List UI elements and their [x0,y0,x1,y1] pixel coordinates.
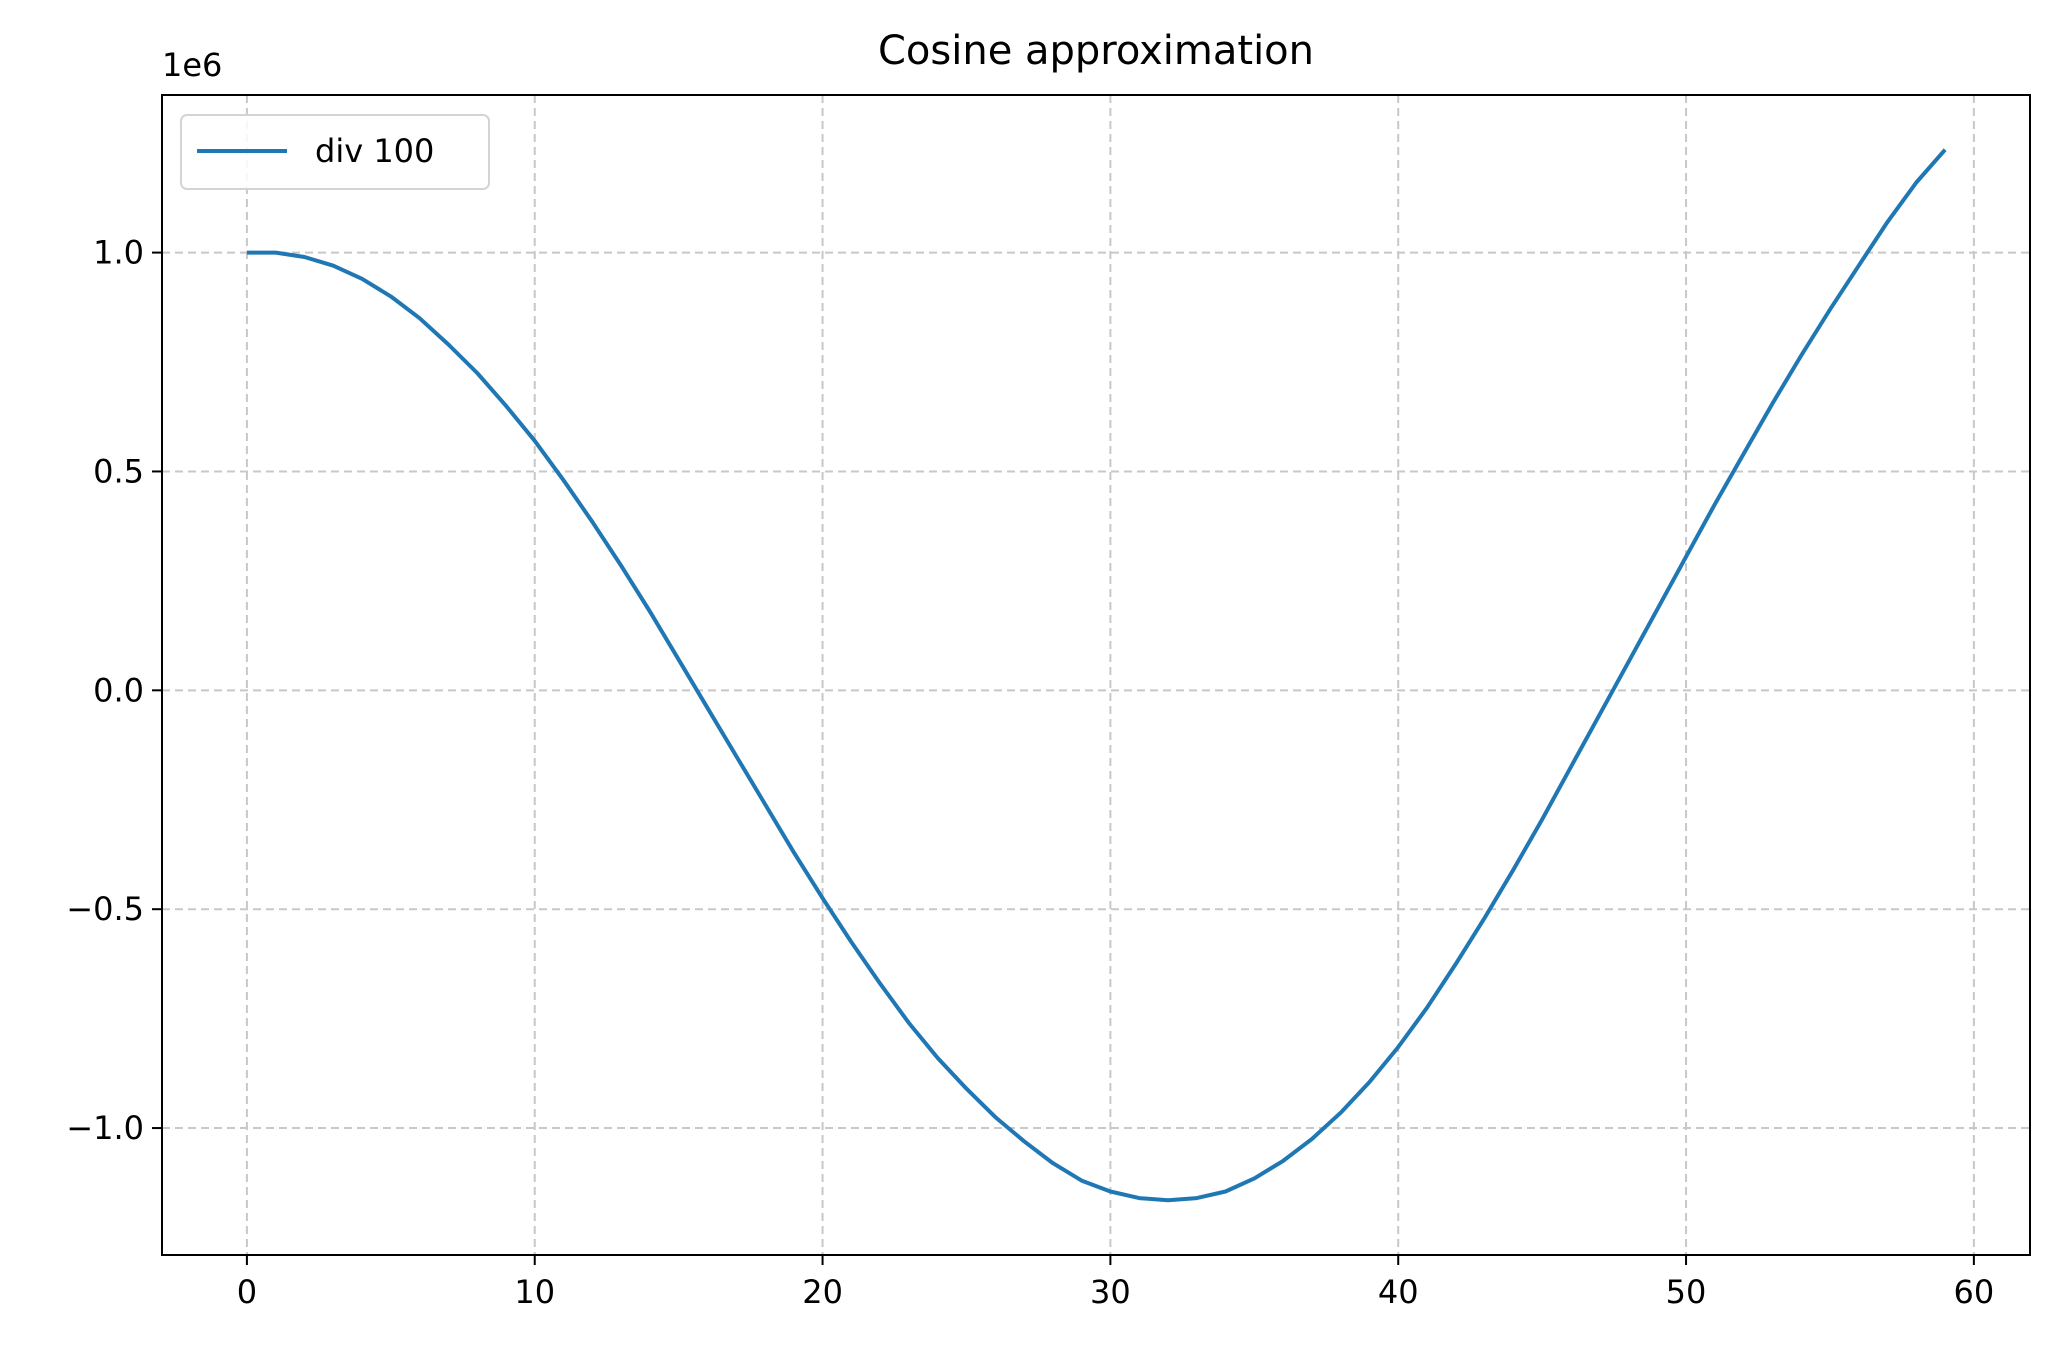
x-tick-label: 20 [802,1273,843,1311]
x-tick-label: 40 [1378,1273,1419,1311]
grid-layer [162,95,2030,1255]
series-line-div-100 [246,148,1947,1203]
chart-title: Cosine approximation [878,28,1314,74]
y-tick-label: −1.0 [66,1109,144,1147]
x-tick-label: 10 [514,1273,555,1311]
y-tick-label: 0.0 [93,671,144,709]
series-layer [246,148,1947,1203]
y-tick-label: 1.0 [93,234,144,272]
y-tick-label: 0.5 [93,452,144,490]
x-tick-label: 0 [237,1273,257,1311]
plot-frame [161,94,2031,1256]
y-axis-offset-label: 1e6 [162,46,222,84]
x-tick-label: 30 [1090,1273,1131,1311]
y-tick-label: −0.5 [66,890,144,928]
x-tick-label: 60 [1954,1273,1995,1311]
x-tick-label: 50 [1666,1273,1707,1311]
tick-layer: 0 10 20 30 40 50 60 −1.0 −0.5 0.0 0.5 1.0 [66,234,1994,1311]
legend-box [180,114,490,190]
legend-label: div 100 [315,132,434,170]
legend: div 100 [180,114,490,190]
